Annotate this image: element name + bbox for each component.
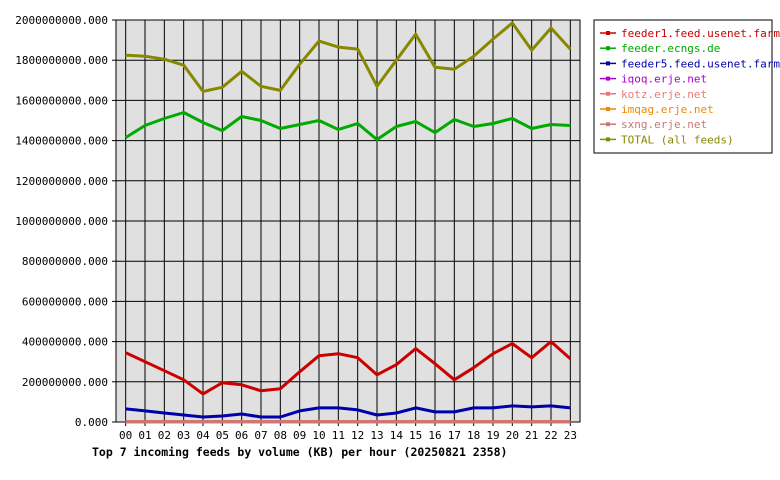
x-tick-label: 16: [428, 429, 441, 442]
x-tick-label: 11: [332, 429, 345, 442]
x-tick-label: 01: [138, 429, 151, 442]
legend-marker: [606, 61, 610, 66]
x-tick-label: 22: [544, 429, 557, 442]
y-tick-label: 0.000: [75, 416, 108, 429]
legend-entry: sxng.erje.net: [621, 118, 707, 131]
y-tick-label: 800000000.000: [22, 255, 108, 268]
legend-marker: [606, 46, 610, 51]
x-tick-label: 19: [486, 429, 499, 442]
x-axis-ticks: 00 01 02 03 04 05 06 07 08 09 10 11 12 13 14 15 16 17 18 19…: [119, 429, 577, 442]
legend-marker: [606, 31, 610, 35]
y-tick-label: 1200000000.000: [15, 175, 108, 188]
series-line-2: [125, 404, 571, 419]
x-tick-label: 00: [119, 429, 132, 442]
series-lines: [124, 21, 572, 424]
x-tick-label: 20: [506, 429, 519, 442]
x-tick-label: 09: [293, 429, 306, 442]
x-tick-label: 18: [467, 429, 480, 442]
series-line-1: [124, 111, 571, 142]
legend-entry: iqoq.erje.net: [621, 73, 707, 86]
x-tick-label: 02: [158, 429, 171, 442]
y-tick-label: 200000000.000: [22, 376, 108, 389]
x-tick-label: 10: [312, 429, 325, 442]
x-tick-label: 07: [254, 429, 267, 442]
chart-title: Top 7 incoming feeds by volume (KB) per …: [92, 445, 507, 459]
x-tick-label: 06: [235, 429, 248, 442]
legend: feeder1.feed.usenet.farm feeder.ecngs.de f…: [600, 27, 780, 146]
legend-entry: feeder5.feed.usenet.farm: [621, 57, 780, 70]
y-tick-label: 600000000.000: [22, 295, 108, 308]
series-line-7: [125, 21, 572, 93]
x-tick-label: 12: [351, 429, 364, 442]
legend-marker: [606, 76, 610, 81]
legend-marker: [606, 137, 610, 142]
x-tick-label: 03: [177, 429, 190, 442]
x-tick-label: 23: [564, 429, 577, 442]
x-tick-label: 21: [525, 429, 538, 442]
y-axis-ticks: 0.000 200000000.000 400000000.000 600000000…: [15, 14, 108, 429]
y-tick-label: 400000000.000: [22, 336, 108, 349]
y-tick-label: 1600000000.000: [15, 94, 108, 107]
y-tick-label: 1000000000.000: [15, 215, 108, 228]
y-tick-label: 2000000000.000: [15, 14, 108, 27]
series-line-0: [125, 340, 572, 396]
y-tick-label: 1400000000.000: [15, 135, 108, 148]
legend-marker: [606, 107, 610, 111]
legend-marker: [606, 91, 610, 96]
x-tick-label: 08: [274, 429, 287, 442]
x-tick-label: 17: [448, 429, 461, 442]
legend-entry: imqag.erje.net: [621, 103, 714, 116]
legend-entry: feeder.ecngs.de: [621, 42, 720, 55]
legend-entry: feeder1.feed.usenet.farm: [621, 27, 780, 40]
legend-entry: TOTAL (all feeds): [621, 133, 734, 146]
x-tick-label: 04: [196, 429, 210, 442]
x-tick-label: 05: [216, 429, 229, 442]
x-tick-label: 13: [370, 429, 383, 442]
legend-marker: [606, 122, 610, 127]
legend-entry: kotz.erje.net: [621, 88, 707, 101]
y-tick-label: 1800000000.000: [15, 54, 108, 67]
x-tick-label: 14: [390, 429, 404, 442]
legend-box: [593, 19, 773, 154]
x-tick-label: 15: [409, 429, 422, 442]
